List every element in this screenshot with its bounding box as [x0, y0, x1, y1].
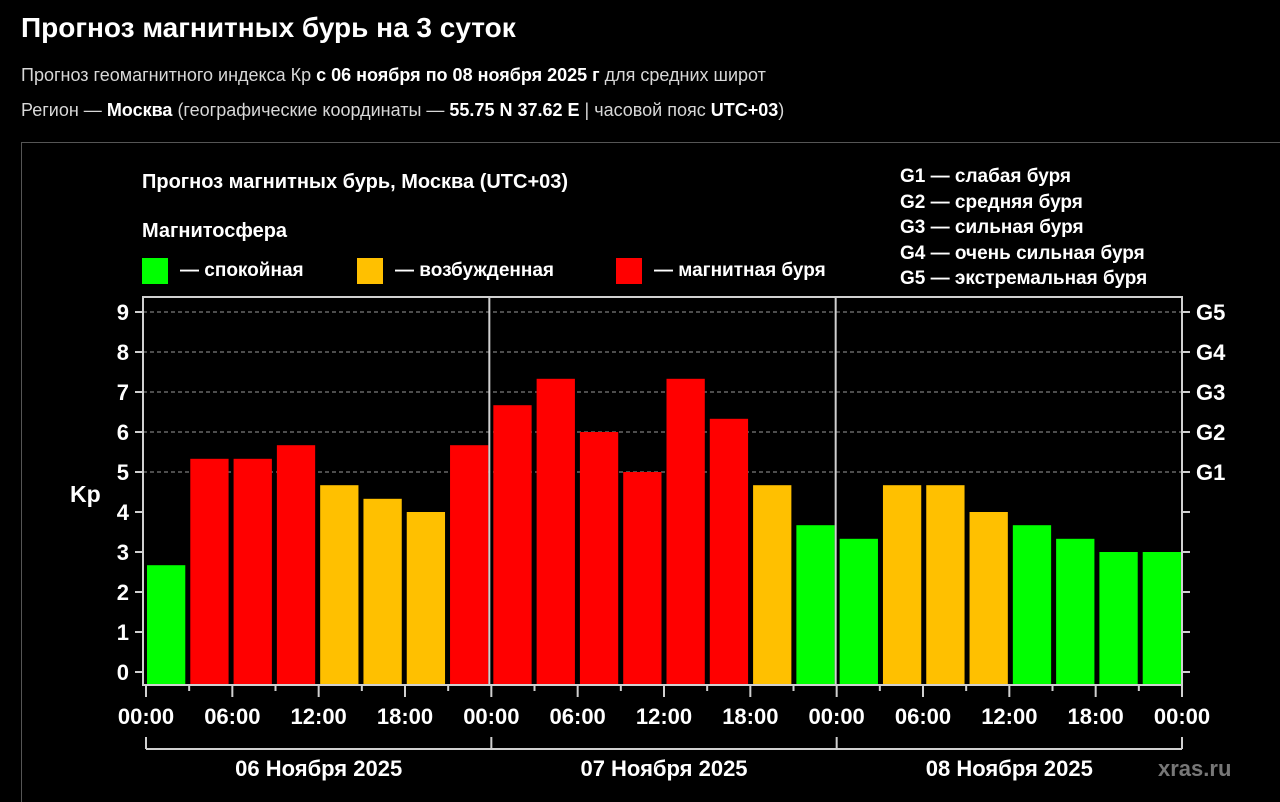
bar-storm [666, 378, 705, 684]
bar-storm [233, 458, 272, 684]
y-axis-label: Kp [70, 481, 101, 507]
bar-active [320, 485, 359, 684]
legend-item-quiet: — спокойная [142, 258, 304, 284]
bar-storm [623, 472, 662, 684]
bar-quiet [1056, 538, 1095, 684]
x-tick-label: 18:00 [722, 704, 778, 729]
x-tick-label: 06:00 [204, 704, 260, 729]
legend-item-storm: — магнитная буря [616, 258, 826, 284]
bar-storm [450, 445, 489, 684]
y-tick-label: 8 [117, 340, 129, 365]
chart-title: Прогноз магнитных бурь, Москва (UTC+03) [142, 171, 569, 193]
g-scale-legend: G1 — слабая буря G2 — средняя буря G3 — … [900, 164, 1147, 292]
y-tick-label: 9 [117, 300, 129, 325]
page-title: Прогноз магнитных бурь на 3 суток [21, 12, 516, 43]
bar-storm [276, 445, 316, 684]
bar-active [753, 485, 792, 684]
bar-active [969, 512, 1008, 684]
legend-item-active: — возбужденная [357, 258, 554, 284]
x-tick-label: 12:00 [636, 704, 692, 729]
x-tick-label: 18:00 [377, 704, 433, 729]
g-axis-label: G3 [1196, 380, 1225, 405]
day-label: 06 Ноября 2025 [235, 756, 402, 781]
y-tick-label: 0 [117, 660, 129, 685]
x-tick-label: 00:00 [1154, 704, 1210, 729]
y-tick-label: 7 [117, 380, 129, 405]
g-axis-label: G1 [1196, 460, 1225, 485]
swatch-active-icon [357, 258, 383, 284]
x-tick-label: 00:00 [809, 704, 865, 729]
bar-quiet [839, 538, 878, 684]
watermark: xras.ru [1158, 756, 1232, 781]
bar-storm [190, 458, 229, 684]
plot-frame [142, 296, 1183, 686]
y-tick-label: 1 [117, 620, 129, 645]
g-scale-item: G1 — слабая буря [900, 166, 1072, 187]
g-axis-label: G2 [1196, 420, 1225, 445]
bar-quiet [796, 525, 835, 684]
y-tick-label: 2 [117, 580, 129, 605]
g-axis-label: G5 [1196, 300, 1225, 325]
day-label: 08 Ноября 2025 [926, 756, 1093, 781]
region-info: Регион — Москва (географические координа… [21, 100, 785, 120]
bar-quiet [1012, 525, 1052, 684]
bar-active [406, 512, 446, 684]
bar-quiet [1099, 552, 1138, 684]
bar-active [926, 485, 965, 684]
chart-panel [21, 142, 1280, 802]
bar-active [363, 498, 402, 684]
legend-heading: Магнитосфера [142, 220, 288, 242]
forecast-subtitle: Прогноз геомагнитного индекса Кр с 06 но… [21, 65, 766, 85]
x-tick-label: 06:00 [550, 704, 606, 729]
day-label: 07 Ноября 2025 [580, 756, 747, 781]
g-scale-item: G3 — сильная буря [900, 217, 1084, 238]
x-tick-label: 00:00 [463, 704, 519, 729]
x-tick-label: 00:00 [118, 704, 174, 729]
y-tick-label: 5 [117, 460, 129, 485]
swatch-storm-icon [616, 258, 642, 284]
g-scale-item: G4 — очень сильная буря [900, 242, 1145, 264]
bar-storm [579, 432, 619, 684]
bar-storm [536, 378, 575, 684]
g-scale-item: G2 — средняя буря [900, 191, 1083, 213]
g-scale-item: G5 — экстремальная буря [900, 268, 1148, 289]
y-tick-label: 3 [117, 540, 129, 565]
x-tick-label: 12:00 [981, 704, 1037, 729]
x-tick-label: 12:00 [291, 704, 347, 729]
y-tick-label: 6 [117, 420, 129, 445]
x-tick-label: 06:00 [895, 704, 951, 729]
y-tick-label: 4 [117, 500, 130, 525]
bar-storm [709, 418, 749, 684]
bar-quiet [1142, 552, 1181, 684]
g-axis-label: G4 [1196, 340, 1226, 365]
bar-quiet [147, 565, 186, 684]
x-tick-label: 18:00 [1068, 704, 1124, 729]
bar-active [882, 485, 922, 684]
bar-storm [493, 405, 532, 684]
swatch-quiet-icon [142, 258, 168, 284]
